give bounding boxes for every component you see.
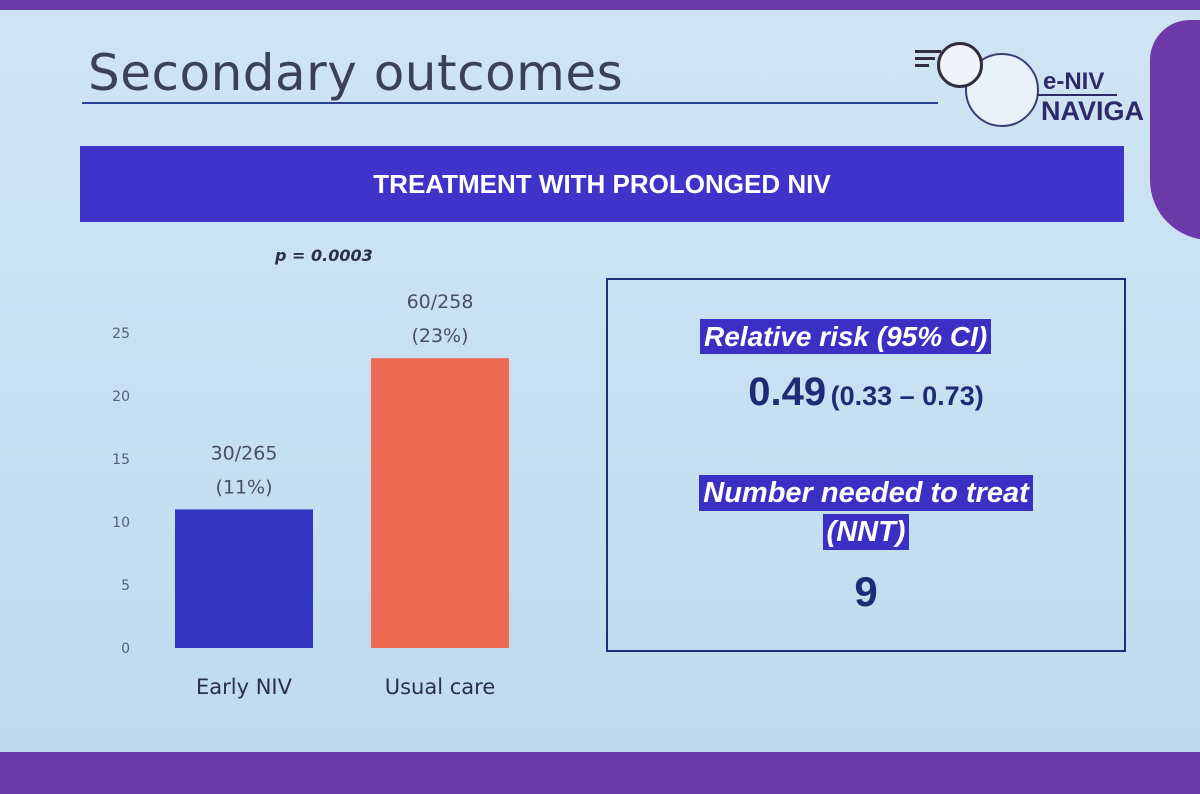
section-banner: TREATMENT WITH PROLONGED NIV xyxy=(80,146,1124,222)
nnt-label-line2: (NNT) xyxy=(822,514,910,550)
rr-value-row: 0.49 (0.33 – 0.73) xyxy=(608,370,1124,415)
nnt-label: Number needed to treat (NNT) xyxy=(608,473,1124,551)
logo-text-line2: NAVIGA xyxy=(1041,96,1145,126)
x-tick-label: Usual care xyxy=(385,675,496,699)
data-label-count: 60/258 xyxy=(407,291,474,313)
bottom-bar xyxy=(0,752,1200,794)
rr-value: 0.49 xyxy=(748,370,827,414)
x-tick-label: Early NIV xyxy=(196,675,293,699)
banner-label: TREATMENT WITH PROLONGED NIV xyxy=(373,168,831,199)
slide-title: Secondary outcomes xyxy=(88,44,624,102)
data-label-pct: (23%) xyxy=(411,325,468,347)
bar-early-niv xyxy=(175,509,313,648)
y-tick-label: 15 xyxy=(112,452,130,468)
logo-underline xyxy=(1037,94,1117,96)
nnt-label-line1: Number needed to treat xyxy=(699,475,1033,511)
decorative-blob xyxy=(1150,20,1200,240)
y-tick-label: 20 xyxy=(112,389,130,405)
y-tick-label: 0 xyxy=(121,641,130,657)
logo: e-NIV NAVIGA xyxy=(915,28,1200,138)
bar-chart: 0 5 10 15 20 25 30/265 (11%) Early NIV 60/258 (23%… xyxy=(112,291,509,699)
data-label-count: 30/265 xyxy=(211,442,278,464)
y-tick-label: 5 xyxy=(121,578,130,594)
rr-label: Relative risk (95% CI) xyxy=(700,319,992,354)
y-tick-label: 10 xyxy=(112,515,130,531)
speed-lines-icon xyxy=(915,46,941,76)
stats-box: Relative risk (95% CI) 0.49 (0.33 – 0.73… xyxy=(606,278,1126,652)
logo-text-line1: e-NIV xyxy=(1043,68,1105,95)
title-underline xyxy=(82,102,938,104)
clock-icon xyxy=(937,42,983,88)
nnt-value: 9 xyxy=(854,568,878,615)
bar-usual-care xyxy=(371,358,509,648)
data-label-pct: (11%) xyxy=(215,476,272,498)
slide: Secondary outcomes e-NIV NAVIGA TREATMEN… xyxy=(0,10,1200,752)
p-value: p = 0.0003 xyxy=(275,246,373,265)
rr-ci: (0.33 – 0.73) xyxy=(830,381,984,411)
rr-label-text: Relative risk (95% CI) xyxy=(700,319,992,354)
y-tick-label: 25 xyxy=(112,326,130,342)
